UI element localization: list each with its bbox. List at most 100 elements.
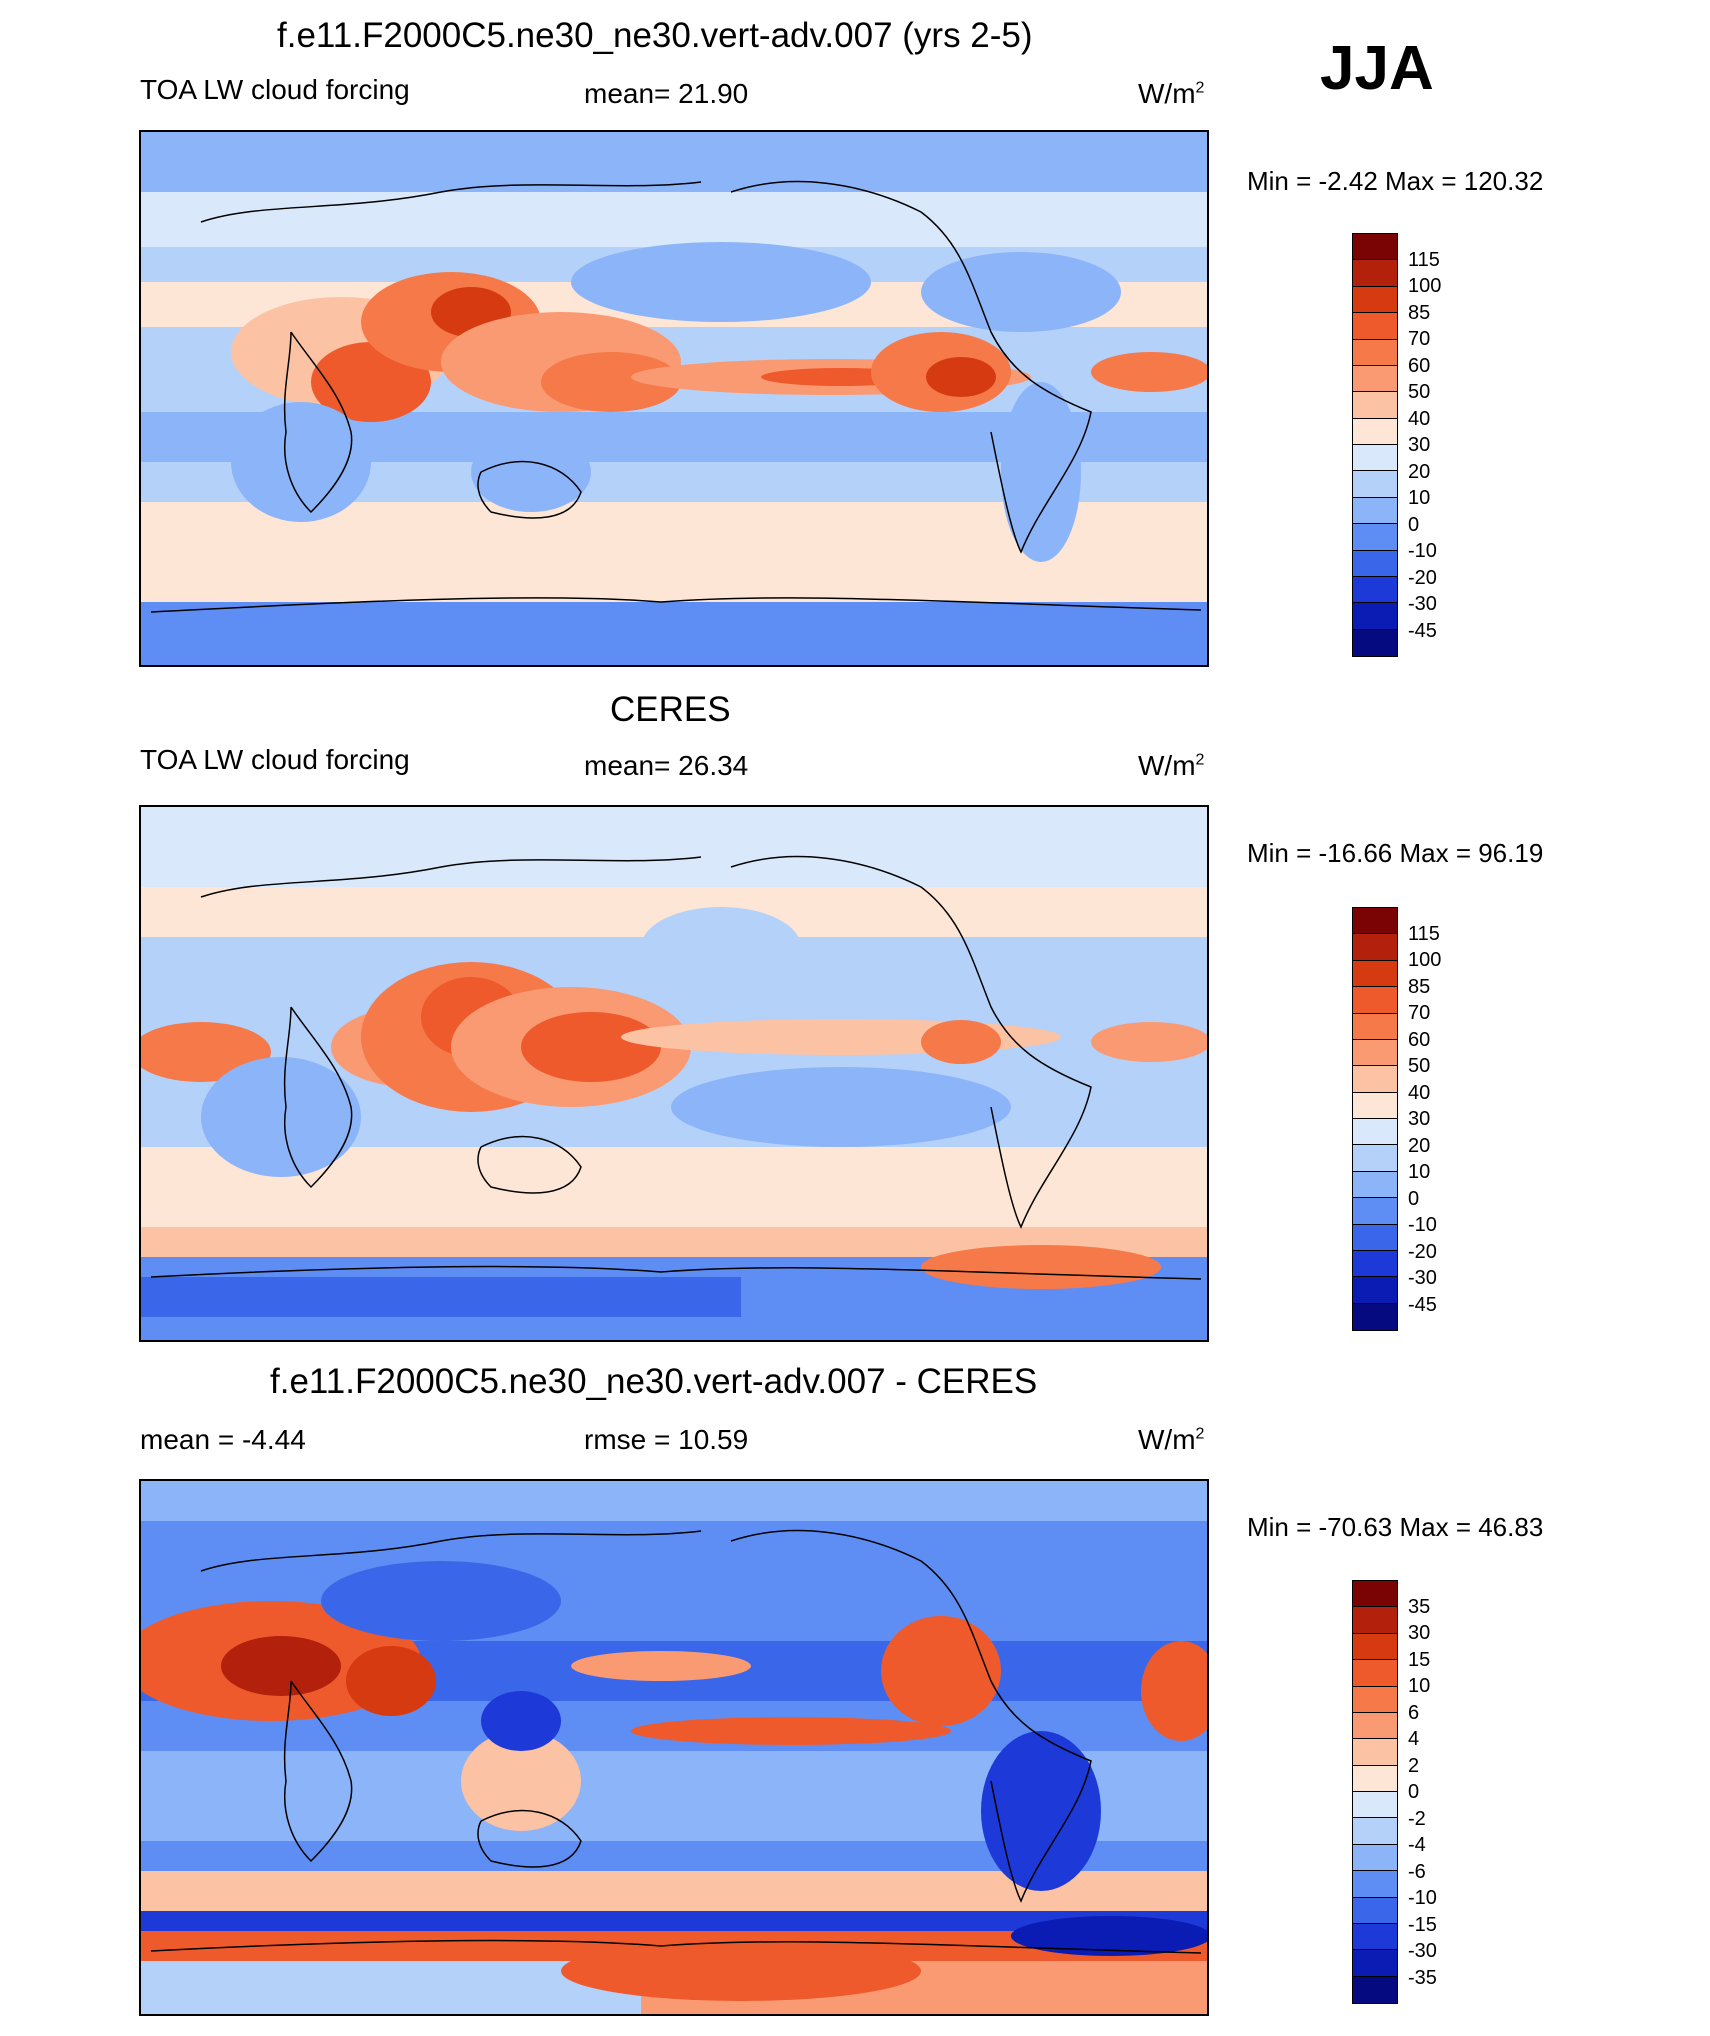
- panel3-colorbar-label: 35: [1408, 1595, 1431, 1618]
- panel3-colorbar-swatch: [1353, 1871, 1397, 1898]
- panel1-colorbar-swatch: [1353, 313, 1397, 340]
- panel3-colorbar-label: -10: [1408, 1887, 1437, 1909]
- panel1-colorbar-label: 70: [1408, 328, 1431, 350]
- panel3-colorbar: [1352, 1580, 1398, 2004]
- panel2-colorbar-label: 30: [1408, 1108, 1431, 1130]
- panel2-colorbar-swatch: [1353, 908, 1397, 935]
- panel2-colorbar-label: 40: [1408, 1081, 1431, 1104]
- panel3-colorbar-swatch: [1353, 1660, 1397, 1687]
- panel3-colorbar-label: 15: [1408, 1648, 1431, 1671]
- panel2-colorbar-swatch: [1353, 1066, 1397, 1093]
- panel2-colorbar-swatch: [1353, 1013, 1397, 1040]
- panel3-colorbar-label: -15: [1408, 1913, 1437, 1936]
- panel3-mean-label: mean = -4.44: [140, 1424, 306, 1455]
- panel1-title: f.e11.F2000C5.ne30_ne30.vert-adv.007 (yr…: [277, 16, 1033, 55]
- panel1-colorbar-label: -30: [1408, 593, 1437, 615]
- panel1-colorbar-swatch: [1353, 576, 1397, 604]
- panel1-colorbar-swatch: [1353, 524, 1397, 551]
- panel3-colorbar-swatch: [1353, 1765, 1397, 1792]
- panel1-units: W/m2: [1138, 78, 1205, 109]
- panel3-colorbar-label: 2: [1408, 1754, 1420, 1777]
- panel1-colorbar-swatch: [1353, 234, 1397, 261]
- panel2-colorbar-label: -10: [1408, 1214, 1437, 1236]
- panel1-colorbar-label: 0: [1408, 513, 1420, 536]
- panel1-minmax: Min = -2.42 Max = 120.32: [1247, 166, 1544, 196]
- panel3-colorbar-swatch: [1353, 1686, 1397, 1713]
- panel2-colorbar-swatch: [1353, 960, 1397, 988]
- panel1-colorbar-swatch: [1353, 418, 1397, 445]
- panel1-colorbar-swatch: [1353, 392, 1397, 419]
- panel2-colorbar-swatch: [1353, 1277, 1397, 1304]
- panel3-colorbar-swatch: [1353, 1581, 1397, 1608]
- panel2-colorbar-label: 20: [1408, 1134, 1431, 1157]
- panel2-colorbar-label: 115: [1408, 922, 1440, 945]
- panel3-colorbar-label: -2: [1408, 1807, 1426, 1830]
- panel3-colorbar-label: 6: [1408, 1701, 1420, 1724]
- panel2-colorbar-swatch: [1353, 987, 1397, 1014]
- panel3-map-svg: [141, 1481, 1207, 2014]
- panel2-colorbar-label: -45: [1408, 1293, 1437, 1316]
- panel1-colorbar-label: 50: [1408, 381, 1431, 403]
- panel2-colorbar-label: -20: [1408, 1240, 1437, 1263]
- panel3-colorbar-label: 30: [1408, 1622, 1431, 1644]
- panel2-colorbar-label: 60: [1408, 1028, 1431, 1051]
- panel3-colorbar-swatch: [1353, 1712, 1397, 1740]
- panel3-colorbar-label: -35: [1408, 1966, 1437, 1989]
- panel2-map: [139, 805, 1209, 1342]
- panel1-map: [139, 130, 1209, 667]
- panel2-colorbar-swatch: [1353, 1092, 1397, 1119]
- panel1-colorbar-swatch: [1353, 550, 1397, 577]
- panel2-colorbar-label: 100: [1408, 949, 1442, 971]
- panel3-colorbar-swatch: [1353, 1739, 1397, 1766]
- panel2-units: W/m2: [1138, 750, 1205, 781]
- panel1-colorbar-label: -45: [1408, 619, 1437, 642]
- panel1-colorbar-swatch: [1353, 445, 1397, 472]
- panel1-colorbar-swatch: [1353, 497, 1397, 525]
- panel2-colorbar-swatch: [1353, 1145, 1397, 1172]
- panel3-rmse-label: rmse = 10.59: [584, 1424, 749, 1455]
- panel3-colorbar-swatch: [1353, 1818, 1397, 1845]
- panel1-colorbar-swatch: [1353, 471, 1397, 498]
- panel1-colorbar-swatch: [1353, 603, 1397, 630]
- panel1-map-svg: [141, 132, 1207, 665]
- panel2-mean-label: mean= 26.34: [584, 750, 749, 781]
- panel3-colorbar-swatch: [1353, 1897, 1397, 1924]
- panel3-map: [139, 1479, 1209, 2016]
- panel1-colorbar-label: 30: [1408, 434, 1431, 456]
- panel2-colorbar-label: 70: [1408, 1002, 1431, 1024]
- panel3-colorbar-swatch: [1353, 1792, 1397, 1819]
- panel2-colorbar-swatch: [1353, 1303, 1397, 1330]
- panel3-colorbar-label: -30: [1408, 1940, 1437, 1962]
- panel2-colorbar-label: 85: [1408, 975, 1431, 998]
- panel2-colorbar-swatch: [1353, 1171, 1397, 1199]
- panel3-colorbar-label: 4: [1408, 1728, 1420, 1750]
- panel3-colorbar-swatch: [1353, 1923, 1397, 1951]
- panel2-colorbar-swatch: [1353, 1224, 1397, 1251]
- panel1-colorbar-label: -10: [1408, 540, 1437, 562]
- panel2-colorbar-swatch: [1353, 1119, 1397, 1146]
- panel3-colorbar-label: 0: [1408, 1781, 1420, 1803]
- panel2-colorbar-label: 10: [1408, 1161, 1431, 1183]
- panel3-colorbar-swatch: [1353, 1607, 1397, 1634]
- panel3-colorbar-swatch: [1353, 1976, 1397, 2003]
- panel3-colorbar-swatch: [1353, 1633, 1397, 1661]
- panel1-colorbar-label: 60: [1408, 354, 1431, 377]
- panel1-colorbar-label: -20: [1408, 566, 1437, 589]
- panel2-colorbar-swatch: [1353, 1250, 1397, 1278]
- panel1-colorbar-label: 10: [1408, 487, 1431, 509]
- panel1-colorbar-label: 100: [1408, 275, 1442, 297]
- panel3-colorbar-swatch: [1353, 1950, 1397, 1977]
- panel1-mean-label: mean= 21.90: [584, 78, 749, 109]
- panel1-colorbar-swatch: [1353, 286, 1397, 314]
- panel3-title: f.e11.F2000C5.ne30_ne30.vert-adv.007 - C…: [270, 1362, 1038, 1401]
- panel2-variable-label: TOA LW cloud forcing: [140, 744, 410, 775]
- panel3-units: W/m2: [1138, 1424, 1205, 1455]
- panel2-minmax: Min = -16.66 Max = 96.19: [1247, 838, 1544, 868]
- panel1-colorbar-label: 85: [1408, 301, 1431, 324]
- panel2-map-svg: [141, 807, 1207, 1340]
- panel3-minmax: Min = -70.63 Max = 46.83: [1247, 1512, 1544, 1542]
- panel3-colorbar-label: 10: [1408, 1675, 1431, 1697]
- panel1-colorbar: [1352, 233, 1398, 657]
- panel1-colorbar-label: 115: [1408, 248, 1440, 271]
- panel1-colorbar-swatch: [1353, 629, 1397, 656]
